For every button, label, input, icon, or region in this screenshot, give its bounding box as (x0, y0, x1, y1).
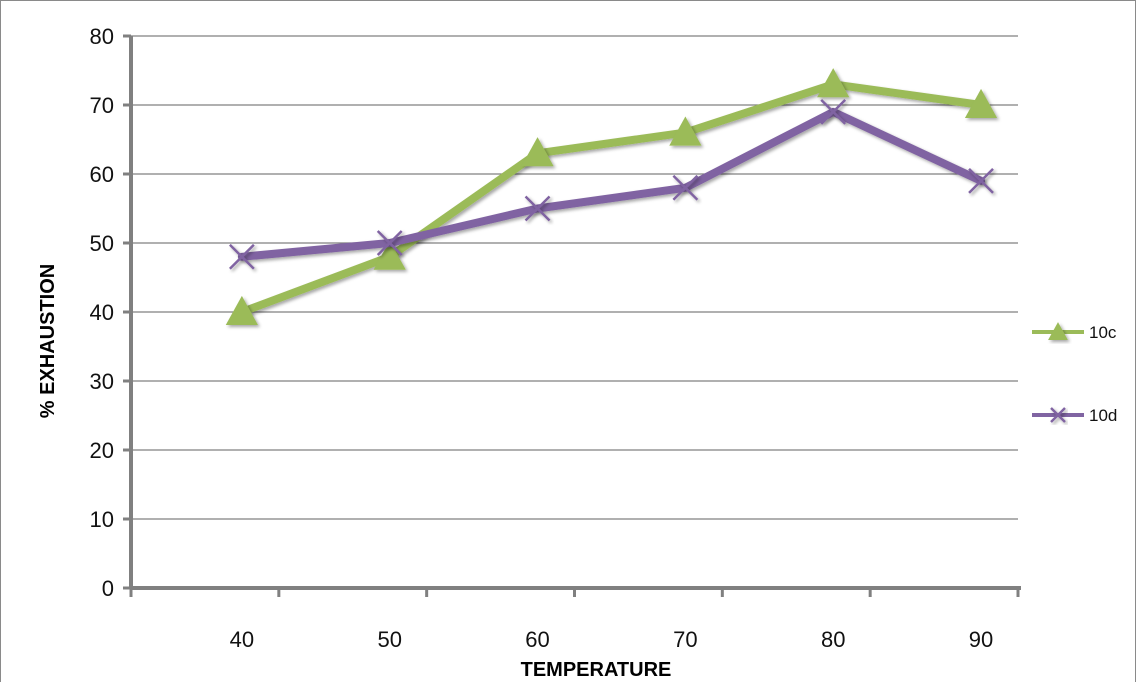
y-axis-title: % EXHAUSTION (37, 264, 59, 418)
x-marker-stroke (968, 168, 994, 194)
legend: 10c 10d (1032, 322, 1117, 425)
x-tick-label: 90 (969, 627, 993, 652)
series-10c-line (237, 80, 986, 316)
series-lines (225, 68, 998, 325)
y-tick-labels: 0 10 20 30 40 50 60 70 80 (90, 24, 114, 601)
series-10c-point (964, 88, 998, 118)
y-tick-label: 10 (90, 507, 114, 532)
series-10d-point (968, 168, 994, 194)
legend-marker (1048, 322, 1068, 340)
legend-10d: 10d (1032, 406, 1117, 425)
series-10d-point (376, 230, 403, 256)
series-10c-point (521, 137, 554, 167)
x-tick-labels: 40 50 60 70 80 90 (230, 627, 994, 652)
x-marker-stroke (524, 195, 551, 222)
x-marker-stroke (672, 174, 699, 201)
series-10d-point (672, 174, 699, 201)
series-10c-point (669, 116, 702, 146)
x-tick-label: 40 (230, 627, 254, 652)
series-10d-point (228, 243, 255, 270)
y-tick-label: 20 (90, 438, 114, 463)
legend-10c: 10c (1032, 322, 1117, 342)
series-10c-point (817, 68, 850, 98)
legend-label: 10c (1089, 323, 1117, 342)
x-axis-title: TEMPERATURE (521, 659, 672, 681)
legend-label: 10d (1089, 406, 1117, 425)
y-tick-label: 40 (90, 300, 114, 325)
series-10d-point (820, 99, 847, 125)
gridlines (131, 35, 1018, 520)
y-tick-label: 0 (102, 576, 114, 601)
x-tick-label: 80 (821, 627, 845, 652)
x-marker-stroke (228, 243, 255, 270)
legend-marker (1050, 407, 1066, 423)
axes (123, 34, 1021, 597)
x-marker-stroke (820, 99, 847, 125)
series-10d-point (524, 195, 551, 222)
x-tick-label: 60 (525, 627, 549, 652)
y-tick-label: 60 (90, 162, 114, 187)
y-tick-label: 50 (90, 231, 114, 256)
x-marker-stroke (1050, 407, 1066, 423)
y-tick-label: 70 (90, 93, 114, 118)
series-10d-line (237, 107, 986, 261)
series-10c-point (225, 295, 258, 325)
y-tick-label: 30 (90, 369, 114, 394)
x-marker-stroke (376, 230, 403, 256)
series-10c-point (373, 240, 406, 270)
y-tick-label: 80 (90, 24, 114, 49)
x-tick-label: 70 (673, 627, 697, 652)
x-tick-label: 50 (377, 627, 401, 652)
